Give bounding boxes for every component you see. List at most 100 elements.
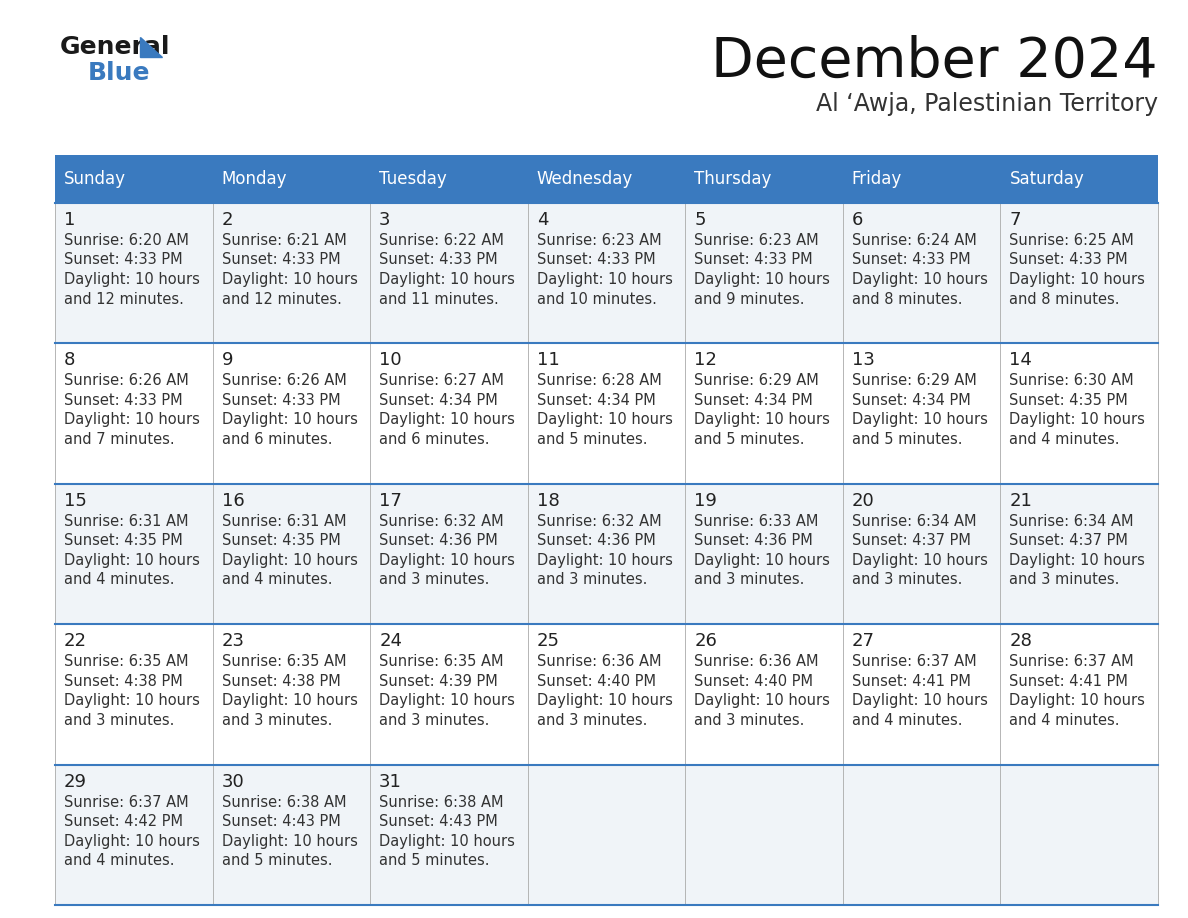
Text: Sunrise: 6:26 AM: Sunrise: 6:26 AM: [64, 374, 189, 388]
Text: Sunset: 4:42 PM: Sunset: 4:42 PM: [64, 814, 183, 829]
Text: Daylight: 10 hours: Daylight: 10 hours: [852, 412, 987, 428]
Text: Daylight: 10 hours: Daylight: 10 hours: [1010, 553, 1145, 568]
Text: 2: 2: [222, 211, 233, 229]
Bar: [371, 203, 527, 343]
Text: Sunset: 4:41 PM: Sunset: 4:41 PM: [852, 674, 971, 688]
Text: 29: 29: [64, 773, 87, 790]
Text: Sunset: 4:43 PM: Sunset: 4:43 PM: [222, 814, 340, 829]
Text: 11: 11: [537, 352, 560, 369]
Text: Sunset: 4:35 PM: Sunset: 4:35 PM: [1010, 393, 1129, 408]
Text: Sunrise: 6:22 AM: Sunrise: 6:22 AM: [379, 233, 504, 248]
Bar: [842, 624, 1000, 765]
Text: Daylight: 10 hours: Daylight: 10 hours: [694, 272, 830, 287]
Text: Daylight: 10 hours: Daylight: 10 hours: [64, 553, 200, 568]
Bar: [1000, 624, 1158, 765]
Text: Sunday: Sunday: [64, 170, 126, 188]
Bar: [685, 155, 842, 203]
Text: Sunrise: 6:33 AM: Sunrise: 6:33 AM: [694, 514, 819, 529]
Text: Daylight: 10 hours: Daylight: 10 hours: [379, 553, 516, 568]
Text: Sunset: 4:39 PM: Sunset: 4:39 PM: [379, 674, 498, 688]
Text: Sunrise: 6:29 AM: Sunrise: 6:29 AM: [694, 374, 819, 388]
Text: and 3 minutes.: and 3 minutes.: [537, 712, 647, 728]
Text: and 3 minutes.: and 3 minutes.: [379, 572, 489, 588]
Text: Sunrise: 6:29 AM: Sunrise: 6:29 AM: [852, 374, 977, 388]
Text: Sunrise: 6:28 AM: Sunrise: 6:28 AM: [537, 374, 662, 388]
Text: 18: 18: [537, 492, 560, 509]
Text: Sunrise: 6:36 AM: Sunrise: 6:36 AM: [694, 655, 819, 669]
Text: Daylight: 10 hours: Daylight: 10 hours: [852, 272, 987, 287]
Text: Sunset: 4:33 PM: Sunset: 4:33 PM: [694, 252, 813, 267]
Text: Daylight: 10 hours: Daylight: 10 hours: [1010, 693, 1145, 708]
Bar: [685, 484, 842, 624]
Text: December 2024: December 2024: [712, 35, 1158, 89]
Text: Daylight: 10 hours: Daylight: 10 hours: [64, 412, 200, 428]
Text: Sunset: 4:38 PM: Sunset: 4:38 PM: [222, 674, 340, 688]
Text: Daylight: 10 hours: Daylight: 10 hours: [379, 272, 516, 287]
Text: and 5 minutes.: and 5 minutes.: [694, 431, 804, 447]
Text: Sunset: 4:40 PM: Sunset: 4:40 PM: [537, 674, 656, 688]
Bar: [527, 624, 685, 765]
Text: Sunrise: 6:30 AM: Sunrise: 6:30 AM: [1010, 374, 1135, 388]
Bar: [371, 765, 527, 905]
Bar: [213, 765, 371, 905]
Text: and 3 minutes.: and 3 minutes.: [537, 572, 647, 588]
Text: 14: 14: [1010, 352, 1032, 369]
Text: Saturday: Saturday: [1010, 170, 1085, 188]
Bar: [842, 765, 1000, 905]
Text: 12: 12: [694, 352, 718, 369]
Text: 21: 21: [1010, 492, 1032, 509]
Bar: [527, 765, 685, 905]
Bar: [55, 203, 213, 343]
Text: and 6 minutes.: and 6 minutes.: [222, 431, 333, 447]
Text: Daylight: 10 hours: Daylight: 10 hours: [379, 412, 516, 428]
Text: Daylight: 10 hours: Daylight: 10 hours: [537, 553, 672, 568]
Bar: [527, 155, 685, 203]
Text: Daylight: 10 hours: Daylight: 10 hours: [1010, 412, 1145, 428]
Text: Sunset: 4:36 PM: Sunset: 4:36 PM: [379, 533, 498, 548]
Text: 23: 23: [222, 633, 245, 650]
Text: Sunset: 4:33 PM: Sunset: 4:33 PM: [379, 252, 498, 267]
Bar: [371, 484, 527, 624]
Bar: [213, 203, 371, 343]
Text: Sunrise: 6:23 AM: Sunrise: 6:23 AM: [537, 233, 662, 248]
Bar: [371, 624, 527, 765]
Text: Sunrise: 6:35 AM: Sunrise: 6:35 AM: [222, 655, 346, 669]
Text: Sunset: 4:33 PM: Sunset: 4:33 PM: [537, 252, 656, 267]
Text: Daylight: 10 hours: Daylight: 10 hours: [64, 834, 200, 848]
Text: Sunset: 4:43 PM: Sunset: 4:43 PM: [379, 814, 498, 829]
Text: Sunrise: 6:38 AM: Sunrise: 6:38 AM: [222, 795, 346, 810]
Text: Sunset: 4:33 PM: Sunset: 4:33 PM: [222, 393, 340, 408]
Text: Sunrise: 6:35 AM: Sunrise: 6:35 AM: [379, 655, 504, 669]
Text: and 7 minutes.: and 7 minutes.: [64, 431, 175, 447]
Text: General: General: [61, 35, 171, 59]
Bar: [213, 343, 371, 484]
Text: 5: 5: [694, 211, 706, 229]
Text: Daylight: 10 hours: Daylight: 10 hours: [222, 693, 358, 708]
Text: and 3 minutes.: and 3 minutes.: [694, 712, 804, 728]
Text: Sunset: 4:38 PM: Sunset: 4:38 PM: [64, 674, 183, 688]
Bar: [527, 203, 685, 343]
Text: Monday: Monday: [222, 170, 287, 188]
Text: 9: 9: [222, 352, 233, 369]
Text: Daylight: 10 hours: Daylight: 10 hours: [694, 412, 830, 428]
Text: 10: 10: [379, 352, 402, 369]
Text: 31: 31: [379, 773, 402, 790]
Bar: [527, 484, 685, 624]
Bar: [55, 765, 213, 905]
Text: and 4 minutes.: and 4 minutes.: [1010, 712, 1120, 728]
Bar: [1000, 765, 1158, 905]
Text: Sunrise: 6:31 AM: Sunrise: 6:31 AM: [222, 514, 346, 529]
Text: Sunrise: 6:26 AM: Sunrise: 6:26 AM: [222, 374, 347, 388]
Text: Friday: Friday: [852, 170, 902, 188]
Text: Sunset: 4:37 PM: Sunset: 4:37 PM: [852, 533, 971, 548]
Text: 8: 8: [64, 352, 75, 369]
Bar: [1000, 343, 1158, 484]
Text: and 5 minutes.: and 5 minutes.: [379, 853, 489, 868]
Text: 19: 19: [694, 492, 718, 509]
Text: Sunrise: 6:21 AM: Sunrise: 6:21 AM: [222, 233, 347, 248]
Bar: [527, 343, 685, 484]
Text: Daylight: 10 hours: Daylight: 10 hours: [379, 834, 516, 848]
Text: and 8 minutes.: and 8 minutes.: [852, 292, 962, 307]
Bar: [1000, 203, 1158, 343]
Text: Sunset: 4:36 PM: Sunset: 4:36 PM: [537, 533, 656, 548]
